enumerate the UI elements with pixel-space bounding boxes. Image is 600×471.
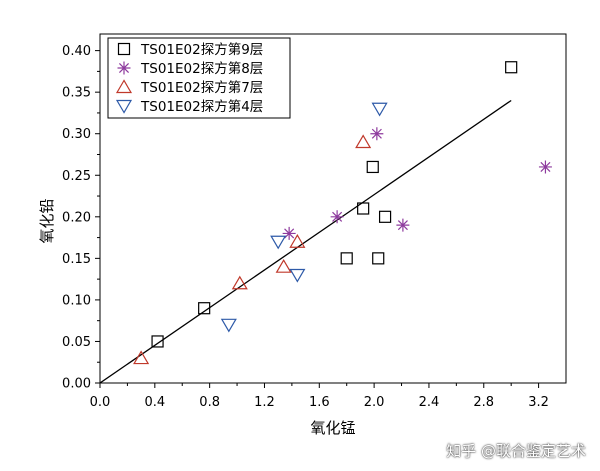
data-point-triangle-down [220, 318, 237, 333]
legend-label: TS01E02探方第9层 [140, 41, 263, 58]
legend-label: TS01E02探方第7层 [140, 79, 263, 96]
data-point-asterisk [330, 210, 344, 224]
y-tick-label: 0.25 [62, 169, 91, 184]
y-axis-label: 氧化铅 [38, 198, 56, 243]
legend: TS01E02探方第9层 TS01E02探方第8层 TS01E02探方第7层 TS01… [107, 37, 291, 119]
data-point-square [378, 210, 392, 223]
data-point-asterisk [396, 218, 410, 232]
data-point-square [357, 202, 370, 215]
y-tick-label: 0.10 [62, 293, 91, 308]
data-point-triangle-down [289, 268, 306, 283]
data-point-asterisk [538, 160, 552, 174]
data-point-triangle-down [371, 102, 388, 117]
x-axis-ticks: 0.0 0.4 0.8 1.2 1.6 2.0 2.4 2.8 3.2 [90, 383, 549, 410]
fit-line [99, 99, 512, 384]
y-tick-label: 0.35 [62, 86, 91, 101]
plot-area [99, 33, 567, 384]
legend-marker-asterisk [117, 61, 131, 75]
x-tick-label: 1.6 [309, 395, 330, 410]
y-tick-label: 0.30 [62, 127, 91, 142]
legend-label: TS01E02探方第8层 [140, 60, 263, 77]
data-point-triangle-up [133, 350, 150, 365]
data-point-square [366, 160, 379, 174]
data-point-triangle-up [355, 134, 372, 149]
legend-marker-square [117, 42, 131, 56]
data-point-square [372, 252, 385, 265]
x-tick-label: 0.8 [199, 395, 220, 410]
data-point-asterisk [370, 127, 384, 141]
data-point-triangle-up [275, 258, 292, 273]
y-tick-label: 0.15 [62, 252, 91, 267]
x-tick-label: 2.8 [473, 395, 494, 410]
data-point-triangle-up [289, 234, 306, 248]
legend-label: TS01E02探方第4层 [140, 98, 263, 115]
x-tick-label: 0.4 [144, 395, 165, 410]
data-point-triangle-up [231, 275, 248, 290]
y-tick-label: 0.20 [62, 210, 91, 225]
data-point-square [151, 335, 164, 348]
plot-frame [99, 33, 567, 384]
x-tick-label: 0.0 [90, 395, 111, 410]
x-axis-label: 氧化锰 [310, 419, 355, 437]
legend-box [107, 37, 291, 119]
y-tick-label: 0.40 [62, 44, 91, 59]
x-tick-label: 2.0 [364, 395, 385, 410]
y-tick-label: 0.05 [62, 335, 91, 350]
y-tick-label: 0.00 [62, 377, 91, 392]
x-tick-label: 1.2 [254, 395, 275, 410]
data-point-square [198, 302, 211, 315]
data-point-asterisk [282, 226, 296, 240]
y-axis-ticks: 0.00 0.05 0.10 0.15 0.20 0.25 0.30 0.35 0.40 [62, 44, 100, 392]
data-point-square [505, 61, 518, 74]
x-tick-label: 3.2 [528, 395, 549, 410]
data-point-triangle-down [270, 235, 287, 250]
watermark-text: 知乎 @联合鉴定艺术 [446, 442, 586, 460]
legend-marker-triangle-down [115, 99, 133, 114]
x-tick-label: 2.4 [419, 395, 440, 410]
legend-marker-triangle-up [115, 79, 133, 94]
data-point-square [340, 252, 353, 265]
